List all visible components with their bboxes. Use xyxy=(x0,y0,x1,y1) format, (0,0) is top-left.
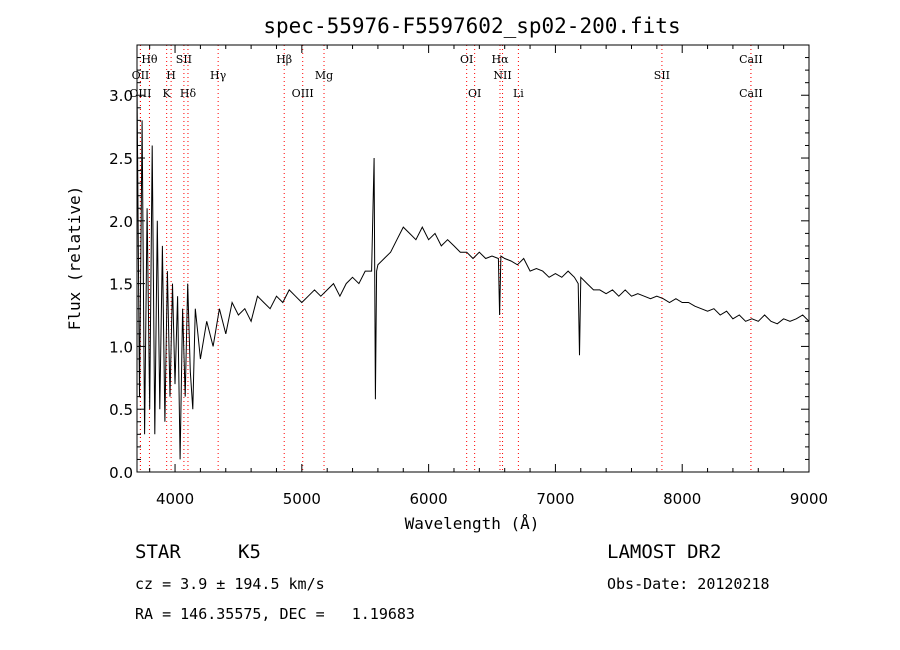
redshift-cz: cz = 3.9 ± 194.5 km/s xyxy=(135,575,325,593)
spectral-line-label: OII xyxy=(132,69,150,82)
x-axis-label: Wavelength (Å) xyxy=(405,514,540,533)
spectral-line-label: K xyxy=(163,87,172,100)
spectral-line-label: OIII xyxy=(292,87,314,100)
spectral-line-label: Hβ xyxy=(276,53,292,66)
spectral-line-label: SII xyxy=(654,69,670,82)
spectral-line-label: OI xyxy=(468,87,481,100)
x-tick-label: 8000 xyxy=(663,490,701,508)
spectral-line-label: Mg xyxy=(315,69,333,82)
spectral-line-label: CaII xyxy=(739,53,763,66)
spectral-line-label: CaII xyxy=(739,87,763,100)
y-tick-label: 0.0 xyxy=(109,464,133,482)
spectral-line-label: H xyxy=(166,69,176,82)
x-axis-ticks: 4000 5000 6000 7000 8000 9000 xyxy=(149,45,828,508)
y-tick-label: 2.5 xyxy=(109,150,133,168)
y-tick-label: 1.5 xyxy=(109,276,133,294)
spectral-line-label: Hθ xyxy=(141,53,158,66)
survey-name: LAMOST DR2 xyxy=(607,541,722,563)
y-tick-label: 2.0 xyxy=(109,213,133,231)
y-axis-label: Flux (relative) xyxy=(65,186,84,331)
y-axis-ticks: 0.0 0.5 1.0 1.5 2.0 2.5 3.0 xyxy=(109,57,809,482)
spectral-line-label: Hγ xyxy=(210,69,227,82)
y-tick-label: 0.5 xyxy=(109,401,133,419)
x-tick-label: 5000 xyxy=(283,490,321,508)
spectral-line-label: OIII xyxy=(129,87,151,100)
x-tick-label: 6000 xyxy=(410,490,448,508)
spectral-line-label: Li xyxy=(513,87,524,100)
spectral-line-markers xyxy=(139,45,752,472)
ra-dec: RA = 146.35575, DEC = 1.19683 xyxy=(135,605,415,623)
spectrum-series-line xyxy=(136,82,810,460)
spectral-line-label: SII xyxy=(176,53,192,66)
chart-title: spec-55976-F5597602_sp02-200.fits xyxy=(263,14,680,38)
x-tick-label: 4000 xyxy=(156,490,194,508)
object-class: STAR xyxy=(135,541,181,563)
spectral-line-label: OI xyxy=(460,53,473,66)
x-tick-label: 9000 xyxy=(790,490,828,508)
spectral-line-label: Hδ xyxy=(180,87,197,100)
x-tick-label: 7000 xyxy=(536,490,574,508)
spectral-line-label: Hα xyxy=(491,53,509,66)
object-subclass: K5 xyxy=(238,541,261,563)
y-tick-label: 3.0 xyxy=(109,87,133,105)
y-tick-label: 1.0 xyxy=(109,338,133,356)
observation-date: Obs-Date: 20120218 xyxy=(607,575,770,593)
spectral-line-label: NII xyxy=(493,69,511,82)
